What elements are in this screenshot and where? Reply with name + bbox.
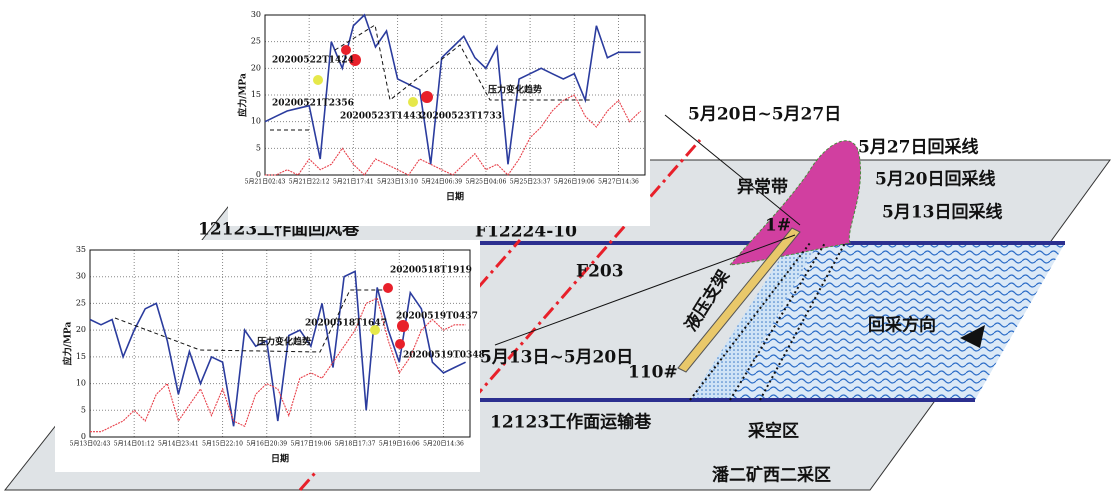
- x-tick-label: 5月21日02:43: [245, 179, 286, 186]
- y-tick-label: 5: [256, 143, 261, 152]
- pointer: [494, 234, 796, 346]
- y-tick-label: 0: [256, 170, 261, 179]
- event-star: [408, 97, 418, 107]
- event-star: [421, 91, 433, 103]
- direction-arrow: [960, 325, 985, 348]
- hydraulic-support: [677, 227, 801, 373]
- trend-arrow: [114, 289, 390, 353]
- y-tick-label: 20: [76, 325, 86, 334]
- annotation: 20200521T2356: [272, 99, 354, 109]
- annotation: 20200518T1647: [305, 319, 387, 329]
- x-tick-label: 5月26日19:06: [554, 179, 595, 186]
- line-chart: 0 5 10 15 20 25 30 35 5月13日02:43 5月14日01:12 5月14日2…: [55, 240, 480, 472]
- y-tick-label: 15: [251, 90, 261, 99]
- x-tick-label: 5月19日16:06: [379, 441, 420, 448]
- x-tick-label: 5月17日19:06: [291, 441, 332, 448]
- x-tick-label: 5月24日06:39: [421, 179, 462, 186]
- label: 1#: [765, 216, 791, 236]
- mining-line: [729, 242, 826, 401]
- annotation: 20200519T0348: [403, 351, 485, 361]
- x-tick-label: 5月25日23:37: [510, 179, 551, 186]
- annotations: 20200522T142420200521T235620200523T14432…: [114, 24, 590, 361]
- label: 潘二矿西二采区: [712, 465, 831, 486]
- x-axis-label: 日期: [271, 453, 289, 465]
- chart-background: [228, 4, 650, 226]
- x-tick-label: 5月14日01:12: [114, 441, 155, 448]
- label: 回采方向: [868, 315, 936, 336]
- x-tick-label: 5月20日14:36: [423, 441, 464, 448]
- x-tick-label: 5月23日13:10: [377, 179, 418, 186]
- x-tick-label: 5月13日02:43: [70, 441, 111, 448]
- event-star: [341, 45, 351, 55]
- label: F203: [576, 262, 624, 282]
- event-star: [397, 320, 409, 332]
- label: 5月20日回采线: [875, 169, 996, 190]
- y-axis-label: 应力/MPa: [237, 73, 249, 117]
- series-line: [264, 13, 641, 165]
- series-line: [89, 270, 466, 427]
- label: 5月27日回采线: [858, 137, 979, 158]
- annotation: 20200523T1443: [340, 112, 422, 122]
- annotation: 20200518T1919: [390, 266, 472, 276]
- y-tick-label: 20: [251, 63, 261, 72]
- line-chart: 0 5 10 15 20 25 30 5月21日02:43 5月21日22:12 5月21日17:…: [228, 4, 650, 226]
- label: 异常带: [737, 177, 788, 198]
- label: F12224-10: [475, 222, 577, 242]
- x-tick-label: 5月14日23:41: [158, 441, 199, 448]
- y-tick-label: 25: [76, 298, 86, 307]
- label: 5月13日回采线: [882, 202, 1003, 223]
- label: 采空区: [747, 421, 799, 442]
- annotation: 压力变化趋势: [257, 336, 311, 348]
- y-tick-label: 10: [251, 117, 261, 126]
- y-tick-label: 30: [251, 10, 261, 19]
- trend-arrow: [334, 24, 590, 101]
- fault-line: [453, 139, 702, 421]
- series-line: [90, 297, 466, 433]
- x-tick-label: 5月25日04:06: [466, 179, 507, 186]
- y-axis-label: 应力/MPa: [62, 322, 74, 366]
- label: 12123工作面运输巷: [490, 412, 652, 433]
- pointer: [664, 114, 801, 226]
- annotation: 20200523T1733: [420, 112, 502, 122]
- y-tick-label: 10: [76, 379, 86, 388]
- annotation: 20200522T1424: [272, 56, 354, 66]
- label: 5月20日~5月27日: [688, 105, 841, 125]
- event-star: [395, 339, 405, 349]
- event-star: [383, 283, 393, 293]
- goaf-strip: [690, 243, 818, 400]
- x-tick-label: 5月21日22:12: [289, 179, 330, 186]
- x-axis-label: 日期: [446, 191, 464, 203]
- plot-frame: [89, 249, 471, 438]
- y-tick-label: 35: [76, 245, 86, 254]
- anomaly-zone: [728, 140, 862, 266]
- event-star: [349, 54, 361, 66]
- y-tick-label: 15: [76, 352, 86, 361]
- x-tick-label: 5月15日22:10: [202, 441, 243, 448]
- x-tick-label: 5月16日20:39: [246, 441, 287, 448]
- event-star: [313, 75, 323, 85]
- chart-background: [55, 240, 480, 472]
- event-star: [370, 325, 380, 335]
- label: 110#: [628, 363, 678, 383]
- x-tick-label: 5月18日17:37: [335, 441, 376, 448]
- series-line: [265, 94, 641, 176]
- charts: 0 5 10 15 20 25 30 5月21日02:43 5月21日22:12 5月21日17:…: [55, 4, 650, 472]
- plot-frame: [264, 14, 646, 176]
- x-tick-label: 5月21日17:41: [333, 179, 374, 186]
- y-tick-label: 5: [81, 405, 86, 414]
- annotation: 压力变化趋势: [488, 84, 542, 96]
- label: 5月13日~5月20日: [480, 348, 633, 368]
- y-tick-label: 0: [81, 432, 86, 441]
- annotation: 20200519T0437: [396, 312, 478, 322]
- x-tick-label: 5月27日14:36: [598, 179, 639, 186]
- y-tick-label: 30: [76, 272, 86, 281]
- y-tick-label: 25: [251, 37, 261, 46]
